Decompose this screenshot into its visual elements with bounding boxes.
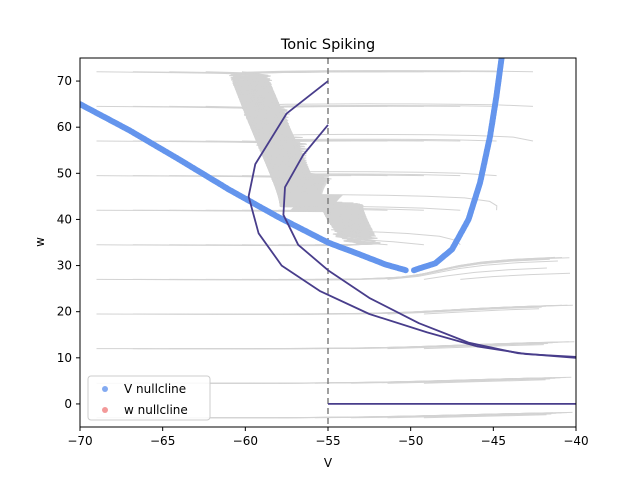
streamline-90 [387, 343, 548, 350]
streamline-91 [387, 306, 542, 315]
y-tick-label: 70 [57, 74, 72, 88]
v-nullcline-point [498, 58, 505, 61]
legend-label: V nullcline [124, 382, 186, 396]
streamline-123 [244, 103, 534, 194]
legend: V nullcline w nullcline [87, 375, 211, 421]
x-tick-label: −40 [563, 434, 588, 448]
legend-box [87, 375, 211, 421]
x-tick-label: −70 [67, 434, 92, 448]
y-tick-label: 20 [57, 305, 72, 319]
streamline-78 [351, 377, 556, 384]
data-layer [80, 58, 576, 427]
x-axis-label: V [324, 456, 333, 470]
streamline-124 [231, 70, 534, 181]
streamline-80 [351, 305, 547, 315]
y-tick-label: 0 [64, 397, 72, 411]
y-axis-label: w [33, 237, 47, 247]
streamline-102 [423, 308, 540, 315]
x-tick-label: −55 [315, 434, 340, 448]
y-tick-label: 10 [57, 351, 72, 365]
legend-label: w nullcline [124, 403, 188, 417]
trajectory-segment-1 [282, 124, 576, 359]
streamline-99 [423, 414, 547, 419]
x-tick-label: −60 [233, 434, 258, 448]
streamline-110 [460, 272, 571, 280]
streamline-103 [423, 267, 547, 280]
legend-marker [102, 386, 108, 392]
x-tick-label: −45 [481, 434, 506, 448]
trajectory-segment-0 [247, 80, 576, 358]
streamline-100 [423, 379, 546, 384]
v-nullcline-branch-1 [411, 58, 505, 274]
v-nullcline-point [402, 267, 409, 274]
streamline-92 [387, 260, 558, 280]
y-tick-label: 60 [57, 120, 72, 134]
x-tick-label: −65 [150, 434, 175, 448]
y-tick-label: 30 [57, 259, 72, 273]
streamline-89 [387, 378, 551, 384]
streamline-88 [387, 413, 552, 419]
streamline-81 [351, 258, 550, 280]
chart-title: Tonic Spiking [280, 37, 375, 53]
y-tick-label: 40 [57, 212, 72, 226]
streamline-79 [351, 342, 553, 350]
v-nullcline-branch-0 [80, 101, 409, 274]
y-tick-label: 50 [57, 166, 72, 180]
legend-marker [102, 407, 108, 413]
axes: −70 −65 −60 −55 −50 −45 −40 0 10 20 30 40 50 60 70 [57, 57, 589, 448]
x-tick-label: −50 [398, 434, 423, 448]
